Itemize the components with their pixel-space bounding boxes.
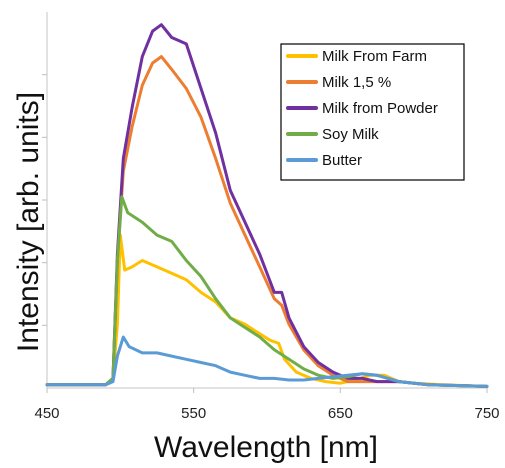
series-line-milk-from-powder xyxy=(45,23,489,388)
series-layer xyxy=(45,23,489,388)
y-axis-title: Intensity [arb. units] xyxy=(12,92,45,352)
series-line-soy-milk xyxy=(45,195,489,388)
legend-label-soy-milk: Soy Milk xyxy=(322,126,379,143)
x-axis-title: Wavelength [nm] xyxy=(154,431,378,464)
x-tick-label: 750 xyxy=(474,405,499,422)
x-tick-label: 450 xyxy=(34,405,59,422)
series-line-milk-1-5 xyxy=(45,55,489,388)
x-tick-label: 650 xyxy=(328,405,353,422)
legend-label-milk-from-farm: Milk From Farm xyxy=(322,48,427,65)
y-axis-ticks xyxy=(42,74,47,326)
x-tick-label: 550 xyxy=(181,405,206,422)
legend: Milk From Farm Milk 1,5 % Milk from Powder… xyxy=(280,43,465,181)
series-line-butter xyxy=(45,335,489,388)
legend-label-milk-from-powder: Milk from Powder xyxy=(322,100,438,117)
legend-box xyxy=(280,43,465,181)
legend-label-milk-1-5: Milk 1,5 % xyxy=(322,74,391,91)
x-axis-ticks: 450 550 650 750 xyxy=(34,388,500,422)
legend-label-butter: Butter xyxy=(322,152,362,169)
